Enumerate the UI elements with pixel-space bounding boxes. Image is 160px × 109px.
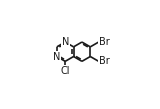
Text: N: N — [62, 37, 69, 47]
Text: Cl: Cl — [60, 66, 70, 76]
Text: Br: Br — [99, 56, 109, 66]
Text: Br: Br — [99, 37, 109, 47]
Text: N: N — [53, 52, 60, 61]
